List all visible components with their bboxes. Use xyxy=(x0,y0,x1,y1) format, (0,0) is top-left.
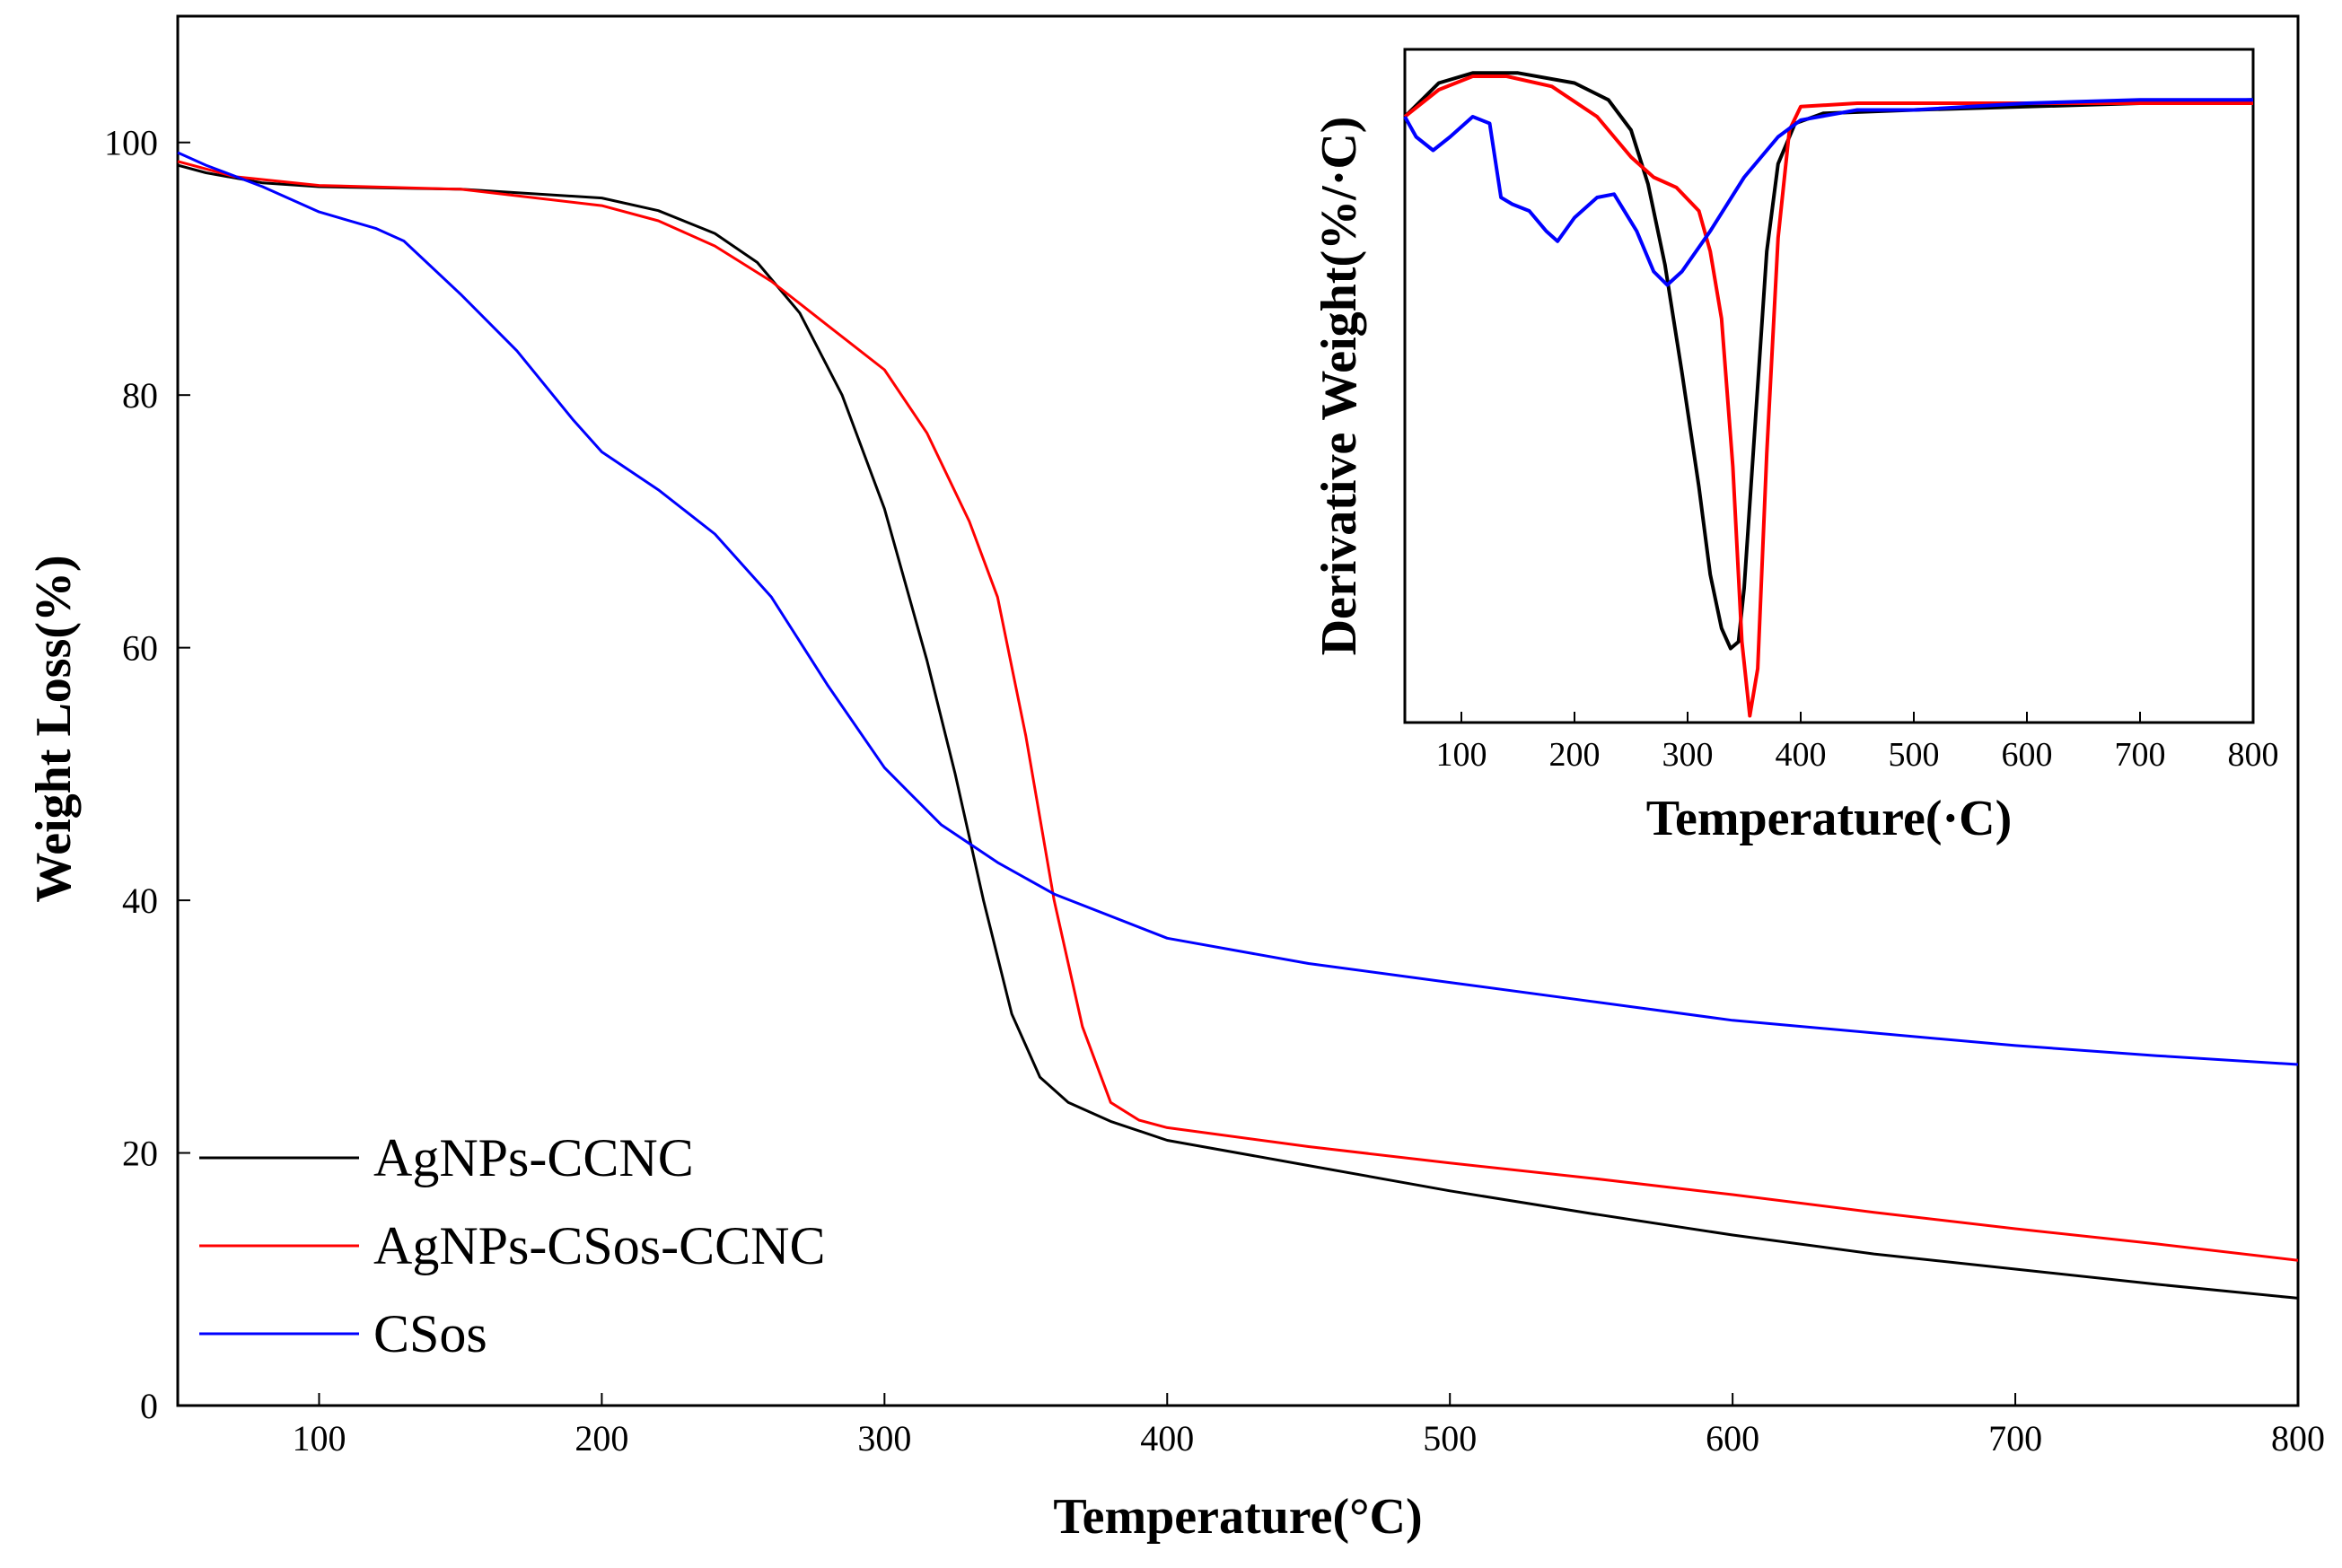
main-y-tick-label: 100 xyxy=(104,123,158,163)
inset-plot-frame xyxy=(1403,48,2255,724)
main-series xyxy=(177,151,2299,1300)
main-series-line-agnps-csos-ccnc xyxy=(177,160,2299,1262)
main-series-line-csos xyxy=(177,151,2299,1066)
main-x-tick-label: 100 xyxy=(292,1418,346,1459)
inset-y-axis-title: Derivative Weight(%/·C) xyxy=(1311,117,1367,656)
main-y-tick-label: 80 xyxy=(122,375,158,416)
main-y-tick-label: 20 xyxy=(122,1134,158,1174)
inset-x-tick-label: 500 xyxy=(1889,736,1940,774)
inset-axes: 100 200 300 400 500 600 700 800 xyxy=(1403,48,2279,774)
legend-label-agnps-csos-ccnc: AgNPs-CSos-CCNC xyxy=(373,1216,825,1275)
main-x-tick-label: 400 xyxy=(1140,1418,1194,1459)
main-x-tick-label: 200 xyxy=(575,1418,628,1459)
inset-series-line-csos xyxy=(1403,98,2253,287)
main-series-line-agnps-ccnc xyxy=(177,163,2299,1300)
main-x-tick-label: 800 xyxy=(2271,1418,2325,1459)
inset-x-tick-label: 200 xyxy=(1549,736,1601,774)
legend-label-agnps-ccnc: AgNPs-CCNC xyxy=(373,1128,694,1187)
inset-x-tick-label: 300 xyxy=(1662,736,1714,774)
main-plot-frame xyxy=(176,14,2300,1407)
main-x-tick-label: 500 xyxy=(1423,1418,1477,1459)
inset-x-tick-label: 100 xyxy=(1436,736,1487,774)
main-y-tick-label: 60 xyxy=(122,628,158,669)
inset-x-axis-title: Temperature(·C) xyxy=(1646,791,2012,846)
main-x-tick-label: 300 xyxy=(857,1418,911,1459)
inset-x-tick-label: 600 xyxy=(2002,736,2053,774)
inset-series-line-agnps-csos-ccnc xyxy=(1403,74,2253,718)
main-x-tick-label: 600 xyxy=(1706,1418,1759,1459)
inset-x-tick-label: 400 xyxy=(1776,736,1827,774)
inset-series-line-agnps-ccnc xyxy=(1403,71,2254,651)
main-y-tick-label: 40 xyxy=(122,880,158,921)
inset-x-tick-label: 800 xyxy=(2228,736,2279,774)
legend-label-csos: CSos xyxy=(373,1304,487,1363)
main-y-axis-title: Weight Loss(%) xyxy=(26,555,82,902)
legend: AgNPs-CCNC AgNPs-CSos-CCNC CSos xyxy=(199,1128,825,1363)
inset-x-tick-label: 700 xyxy=(2115,736,2166,774)
inset-series xyxy=(1403,71,2254,718)
main-axes: 100 200 300 400 500 600 700 800 0 20 40 60 80 100 xyxy=(104,14,2325,1459)
main-x-tick-label: 700 xyxy=(1988,1418,2042,1459)
main-x-axis-title: Temperature(°C) xyxy=(1053,1489,1422,1545)
main-y-tick-label: 0 xyxy=(140,1386,158,1426)
